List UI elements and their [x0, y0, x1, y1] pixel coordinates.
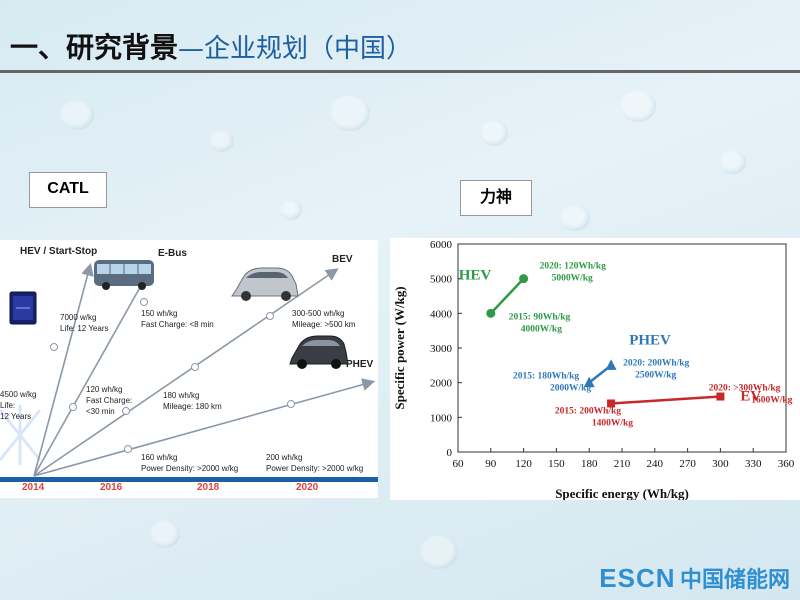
category-ebus: E-Bus	[158, 248, 187, 259]
catl-tag: CATL	[29, 172, 107, 208]
y-tick-label: 5000	[430, 274, 453, 286]
milestone-dot	[140, 298, 148, 306]
x-tick-label: 240	[647, 458, 664, 470]
battery-icon	[9, 291, 37, 325]
milestone-dot	[69, 403, 77, 411]
x-tick-label: 60	[453, 458, 465, 470]
series-name-hev: HEV	[459, 267, 492, 283]
background-bubble	[560, 205, 590, 231]
catl-roadmap-panel: 2014 2016 2018 2020 HEV /	[0, 240, 378, 498]
y-tick-label: 2000	[430, 378, 453, 390]
data-point	[583, 376, 595, 388]
annotation-hev-2014: 4500 w/kg Life: 12 Years	[0, 390, 39, 421]
y-tick-label: 4000	[430, 308, 453, 320]
x-tick-label: 180	[581, 458, 598, 470]
bev-trend-arrow	[33, 268, 339, 477]
background-bubble	[420, 535, 458, 569]
car-icon	[231, 267, 299, 301]
data-point	[486, 308, 496, 318]
background-bubble	[60, 100, 94, 130]
data-point	[607, 399, 616, 408]
x-tick-label: 150	[548, 458, 565, 470]
milestone-dot	[266, 312, 274, 320]
category-hev: HEV / Start-Stop	[20, 246, 97, 257]
background-bubble	[280, 200, 302, 220]
series-line-hev	[489, 277, 525, 315]
lishen-chart: 60 90 120 150 180 210 240 270 300 330 360 0 1000 2000…	[392, 239, 795, 501]
snowflake-decoration	[0, 405, 42, 465]
background-bubble	[150, 520, 180, 548]
chart-marks: 2015: 90Wh/kg 4000W/kg 2020: 120Wh/kg 5000W…	[459, 262, 793, 429]
lishen-tag: 力神	[460, 180, 532, 216]
x-tick-label: 300	[712, 458, 729, 470]
x-tick-label: 120	[515, 458, 532, 470]
data-label: 2015: 180Wh/kg 2000W/kg	[513, 372, 591, 394]
year-label: 2020	[296, 482, 319, 493]
data-label: 2020: 200Wh/kg 2500W/kg	[623, 358, 689, 380]
annotation-ebus-2018: 150 wh/kg Fast Charge: <8 min	[141, 309, 214, 329]
annotation-hev-2016: 7000 w/kg Life: 12 Years	[60, 313, 108, 333]
background-bubble	[210, 130, 234, 152]
title-main: 一、研究背景	[10, 31, 179, 64]
title-sub: —企业规划（中国）	[178, 34, 413, 64]
x-tick-label: 90	[485, 458, 497, 470]
lishen-chart-panel: 60 90 120 150 180 210 240 270 300 330 360 0 1000 2000…	[390, 238, 800, 501]
background-bubble	[620, 90, 656, 122]
title-divider	[0, 70, 800, 73]
data-point	[605, 359, 617, 370]
x-tick-label: 270	[679, 458, 696, 470]
catl-roadmap-svg: 2014 2016 2018 2020 HEV /	[0, 246, 378, 493]
data-label: 2020: 120Wh/kg 5000W/kg	[540, 262, 606, 284]
series-name-phev: PHEV	[629, 333, 671, 349]
data-point	[716, 392, 725, 401]
series-line-ev	[610, 395, 721, 405]
annotation-ebus-2016: 120 wh/kg Fast Charge: <30 min	[86, 385, 134, 416]
year-label: 2014	[22, 482, 45, 493]
annotation-group: 4500 w/kg Life: 12 Years 7000 w/kg Life:…	[0, 309, 363, 473]
y-tick-label: 6000	[430, 239, 453, 251]
bus-icon	[94, 260, 154, 290]
y-tick-label: 0	[447, 447, 453, 459]
ebus-trend-arrow	[33, 263, 154, 477]
hev-trend-arrow	[33, 262, 94, 477]
y-tick-label: 3000	[430, 343, 453, 355]
milestone-dot	[191, 363, 199, 371]
axis-ticks: 60 90 120 150 180 210 240 270 300 330 360 0 1000 2000…	[430, 239, 795, 470]
milestone-dot	[124, 445, 132, 453]
x-tick-label: 210	[614, 458, 631, 470]
background-bubble	[330, 95, 370, 131]
slide-title: 一、研究背景—企业规划（中国）	[10, 26, 412, 66]
annotation-phev-2020: 200 wh/kg Power Density: >2000 w/kg	[266, 453, 363, 473]
background-bubble	[720, 150, 746, 174]
car-icon	[289, 335, 349, 369]
x-axis-label: Specific energy (Wh/kg)	[555, 486, 689, 500]
milestone-dot	[122, 407, 130, 415]
data-label: 2015: 200Wh/kg 1400W/kg	[555, 406, 633, 428]
category-bev: BEV	[332, 254, 353, 265]
background-bubble	[480, 120, 508, 146]
watermark-brand: ESCN	[599, 563, 676, 593]
milestone-dot	[50, 343, 58, 351]
data-label: 2020: >300Wh/kg 1600W/kg	[709, 384, 793, 406]
year-label: 2016	[100, 482, 123, 493]
data-label: 2015: 90Wh/kg 4000W/kg	[509, 312, 571, 334]
category-phev: PHEV	[346, 359, 374, 370]
annotation-bev-2020: 300-500 wh/kg Mileage: >500 km	[292, 309, 356, 329]
series-name-ev: EV	[740, 389, 761, 405]
year-label: 2018	[197, 482, 220, 493]
watermark: ESCN 中国储能网	[599, 562, 790, 594]
phev-trend-arrow	[33, 378, 376, 477]
annotation-bev-2018: 180 wh/kg Mileage: 180 km	[163, 391, 222, 411]
y-tick-label: 1000	[430, 412, 453, 424]
milestone-dot	[287, 400, 295, 408]
x-tick-label: 330	[745, 458, 762, 470]
data-point	[519, 274, 529, 284]
timeline-bar	[0, 477, 378, 482]
x-tick-label: 360	[778, 458, 795, 470]
y-axis-label: Specific power (W/kg)	[392, 286, 407, 409]
watermark-name: 中国储能网	[679, 568, 790, 593]
annotation-phev-2016: 160 wh/kg Power Density: >2000 w/kg	[141, 453, 238, 473]
